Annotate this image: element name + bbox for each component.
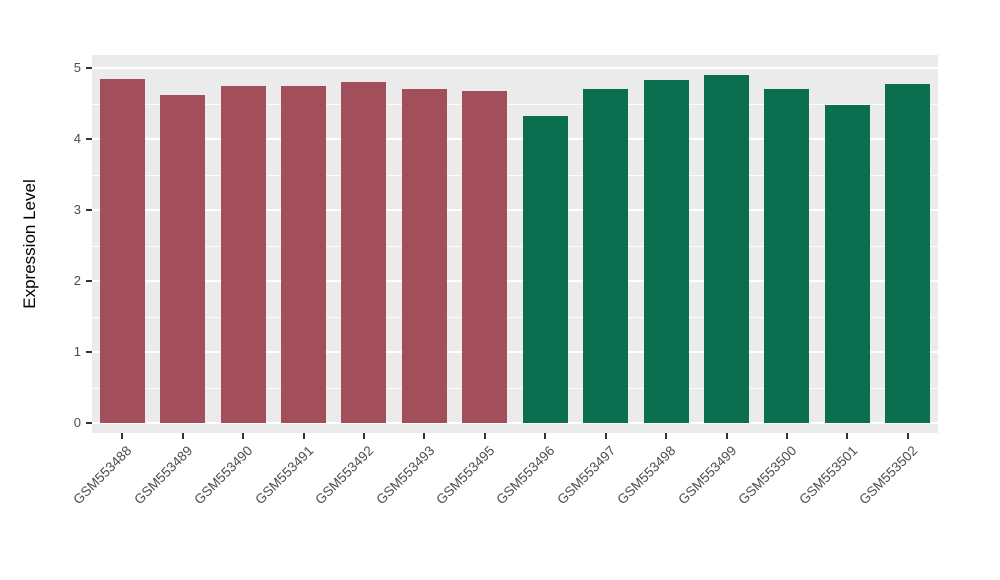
minor-gridline: [92, 387, 938, 389]
x-tick-label: GSM553498: [614, 443, 679, 508]
minor-gridline: [92, 245, 938, 247]
bar: [824, 104, 870, 423]
x-tick-label: GSM553491: [251, 443, 317, 508]
x-tick-mark: [423, 433, 426, 439]
minor-gridline: [92, 103, 938, 105]
y-tick-mark: [86, 351, 92, 353]
y-tick-mark: [86, 280, 92, 282]
x-tick-mark: [302, 433, 305, 439]
x-tick-label: GSM553496: [493, 443, 558, 508]
y-tick-mark: [86, 209, 92, 211]
bar: [704, 75, 749, 423]
x-tick-mark: [725, 433, 728, 439]
bar: [522, 116, 568, 423]
y-tick-mark: [86, 422, 92, 424]
y-tick-label: 1: [73, 344, 81, 359]
bar: [160, 94, 206, 423]
bar: [885, 83, 931, 423]
x-tick-label: GSM553488: [70, 443, 135, 508]
x-tick-mark: [242, 433, 245, 439]
x-tick-mark: [785, 433, 788, 439]
x-tick-label: GSM553499: [674, 443, 740, 508]
major-gridline: [92, 351, 938, 353]
y-tick-label: 2: [73, 273, 81, 288]
x-tick-label: GSM553492: [312, 443, 377, 508]
x-tick-mark: [181, 433, 184, 439]
bar: [643, 80, 689, 423]
major-gridline: [92, 67, 938, 69]
x-tick-label: GSM553495: [433, 443, 498, 508]
x-tick-mark: [846, 433, 849, 439]
major-gridline: [92, 422, 938, 424]
y-tick-label: 5: [73, 60, 81, 75]
minor-gridline: [92, 174, 938, 176]
x-tick-label: GSM553493: [372, 443, 437, 508]
y-tick-mark: [86, 138, 92, 140]
minor-gridline: [92, 316, 938, 318]
bar: [764, 89, 810, 423]
y-tick-mark: [86, 67, 92, 69]
x-tick-label: GSM553501: [795, 443, 860, 508]
major-gridline: [92, 138, 938, 140]
x-tick-label: GSM553489: [131, 443, 196, 508]
x-tick-mark: [483, 433, 486, 439]
plot-panel: [92, 55, 938, 433]
x-tick-mark: [604, 433, 607, 439]
x-tick-mark: [121, 433, 124, 439]
x-tick-label: GSM553490: [191, 443, 256, 508]
x-tick-mark: [362, 433, 365, 439]
bar: [99, 78, 145, 423]
x-tick-mark: [906, 433, 909, 439]
y-tick-label: 0: [73, 415, 81, 430]
y-axis-title: Expression Level: [20, 179, 39, 309]
y-tick-label: 4: [73, 131, 81, 146]
bar: [281, 85, 326, 423]
x-tick-label: GSM553500: [735, 443, 800, 508]
x-tick-mark: [544, 433, 547, 439]
x-tick-mark: [665, 433, 668, 439]
bar: [401, 89, 447, 423]
x-tick-label: GSM553497: [554, 443, 619, 508]
bar: [462, 91, 508, 423]
y-tick-label: 3: [73, 202, 81, 217]
bar: [220, 85, 266, 423]
bar: [341, 82, 387, 423]
bar: [583, 89, 629, 423]
major-gridline: [92, 280, 938, 282]
x-tick-label: GSM553502: [856, 443, 921, 508]
major-gridline: [92, 209, 938, 211]
